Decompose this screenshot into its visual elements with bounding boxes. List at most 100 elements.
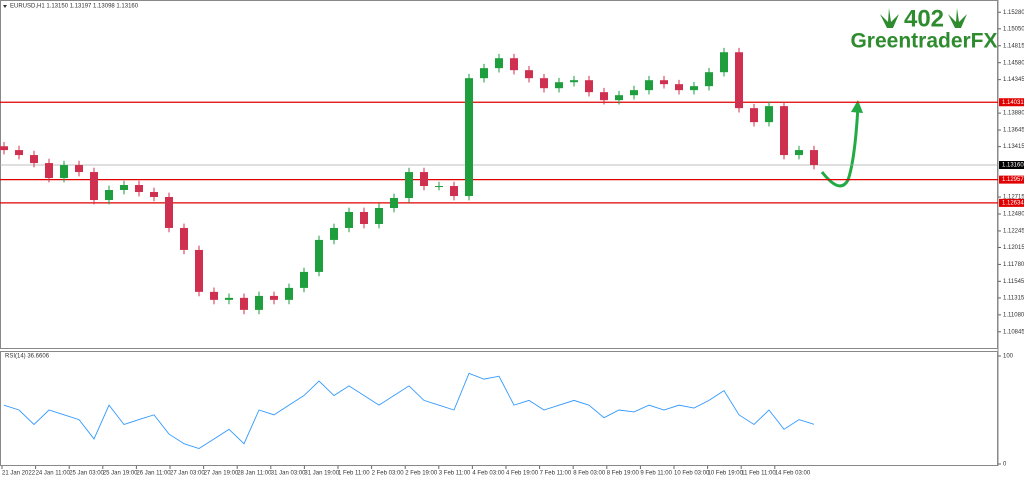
candle-body: [120, 185, 128, 190]
candle-body: [375, 208, 383, 225]
candle-body: [795, 150, 803, 156]
level-label: 1.12634: [1002, 200, 1024, 206]
x-tick-label: 4 Feb 03:00: [472, 471, 505, 477]
candle-body: [705, 72, 713, 87]
rsi-line: [3, 372, 815, 450]
y-tick-label: 1.11315: [1003, 296, 1024, 302]
logo: 402 GreentraderFX: [850, 5, 997, 52]
level-label-bg: [999, 175, 1024, 184]
candle-body: [165, 196, 173, 228]
rsi-tick-label: 0: [1003, 462, 1007, 468]
level-label-bg: [999, 98, 1024, 107]
x-tick-label: 9 Feb 11:00: [640, 471, 672, 477]
chart-title: EURUSD,H1 1.13150 1.13197 1.13098 1.1316…: [10, 4, 139, 10]
candle-body: [540, 78, 548, 89]
x-tick-label: 28 Jan 11:00: [237, 471, 272, 477]
candle-body: [750, 108, 758, 123]
candle-body: [465, 78, 473, 197]
x-tick-label: 8 Feb 19:00: [607, 471, 640, 477]
candle-body: [495, 58, 503, 69]
y-tick-label: 1.11780: [1003, 262, 1024, 268]
candle-body: [570, 80, 578, 83]
y-tick-label: 1.10845: [1003, 329, 1024, 335]
candle-body: [660, 80, 668, 85]
x-tick-label: 10 Feb 03:00: [674, 471, 710, 477]
candle-body: [690, 86, 698, 91]
candle-body: [105, 189, 113, 201]
level-label-bg: [999, 160, 1024, 169]
candle-body: [675, 84, 683, 91]
leaf-icon: [880, 8, 899, 28]
y-tick-label: 1.15050: [1003, 26, 1024, 32]
candle-body: [255, 295, 263, 310]
rsi-panel: [0, 351, 998, 466]
x-tick-label: 25 Jan 19:00: [103, 471, 138, 477]
logo-number: 402: [904, 5, 944, 32]
candle-body: [345, 211, 353, 228]
candle-body: [15, 150, 23, 156]
candle-body: [810, 150, 818, 165]
arrow-head: [851, 100, 863, 113]
rsi-title: RSI(14) 36.6606: [5, 354, 50, 360]
candle-body: [240, 297, 248, 310]
x-tick-label: 10 Feb 19:00: [708, 471, 744, 477]
logo-text: GreentraderFX: [850, 30, 997, 53]
candle-body: [735, 52, 743, 109]
candle-body: [45, 163, 53, 179]
level-label-bg: [999, 198, 1024, 207]
y-tick-label: 1.12480: [1003, 212, 1024, 218]
x-tick-label: 4 Feb 19:00: [506, 471, 539, 477]
y-tick-label: 1.12715: [1003, 195, 1024, 201]
candle-body: [210, 291, 218, 300]
x-tick-label: 1 Feb 11:00: [338, 471, 370, 477]
candle-body: [450, 186, 458, 197]
y-tick-label: 1.13880: [1003, 111, 1024, 117]
candle-body: [420, 172, 428, 187]
candle-body: [630, 90, 638, 96]
menu-icon: [3, 5, 7, 8]
x-tick-label: 8 Feb 03:00: [573, 471, 606, 477]
candle-body: [300, 271, 308, 288]
x-tick-label: 3 Feb 11:00: [439, 471, 471, 477]
x-tick-label: 2 Feb 19:00: [405, 471, 438, 477]
x-tick-label: 27 Jan 19:00: [204, 471, 239, 477]
level-label: 1.12957: [1002, 177, 1024, 183]
x-tick-label: 31 Jan 03:00: [271, 471, 306, 477]
candle-body: [0, 146, 8, 151]
x-tick-label: 27 Jan 03:00: [170, 471, 205, 477]
price-panel: [0, 0, 998, 349]
x-tick-label: 24 Jan 11:00: [36, 471, 71, 477]
candle-body: [135, 185, 143, 193]
x-tick-label: 7 Feb 11:00: [540, 471, 572, 477]
candle-body: [510, 58, 518, 71]
y-tick-label: 1.12015: [1003, 245, 1024, 251]
candle-body: [780, 106, 788, 156]
candle-body: [435, 186, 443, 188]
y-tick-label: 1.13645: [1003, 128, 1024, 134]
candle-body: [720, 52, 728, 73]
candle-body: [150, 192, 158, 197]
candle-body: [75, 165, 83, 173]
candle-body: [765, 106, 773, 123]
candle-body: [285, 287, 293, 300]
y-tick-label: 1.14815: [1003, 43, 1024, 49]
x-tick-label: 26 Jan 11:00: [136, 471, 171, 477]
candle-body: [90, 172, 98, 201]
candle-body: [315, 239, 323, 272]
y-tick-label: 1.11545: [1003, 279, 1024, 285]
y-tick-label: 1.13415: [1003, 144, 1024, 150]
candle-body: [30, 155, 38, 164]
candle-body: [645, 80, 653, 91]
candle-body: [600, 92, 608, 101]
x-tick-label: 11 Feb 11:00: [741, 471, 776, 477]
level-label: 1.13160: [1002, 163, 1024, 169]
candle-body: [330, 227, 338, 240]
candle-body: [390, 197, 398, 209]
x-tick-label: 2 Feb 03:00: [372, 471, 405, 477]
y-tick-label: 1.12245: [1003, 228, 1024, 234]
candle-body: [60, 165, 68, 179]
y-tick-label: 1.14345: [1003, 77, 1024, 83]
candle-body: [585, 80, 593, 93]
y-tick-label: 1.15280: [1003, 10, 1024, 16]
